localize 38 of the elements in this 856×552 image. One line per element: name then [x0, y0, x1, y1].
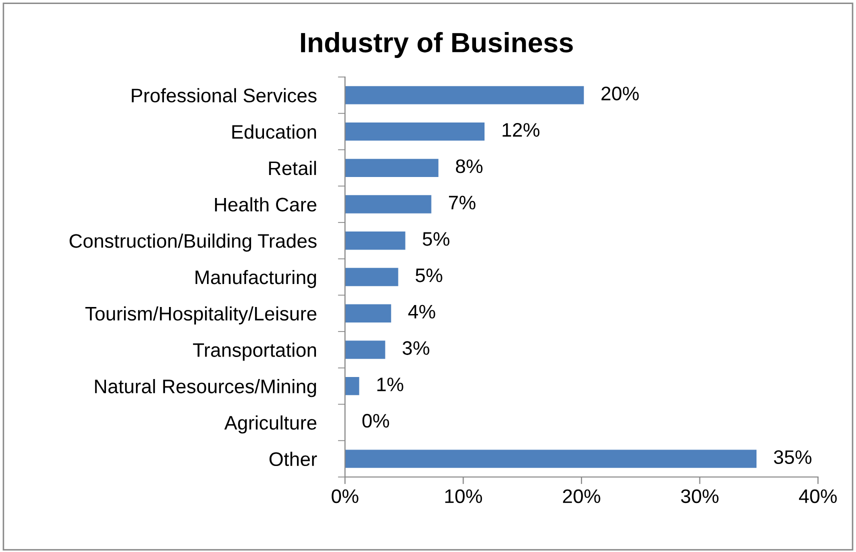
data-label: 5% [422, 232, 450, 246]
data-label: 4% [408, 304, 436, 319]
bar [345, 340, 386, 359]
bar [345, 268, 398, 286]
y-tick-label: Retail [269, 160, 316, 176]
data-label: 0% [362, 414, 390, 428]
y-tick-label: Other [270, 452, 317, 466]
bar [345, 122, 485, 141]
data-label: 1% [377, 378, 404, 392]
data-label: 35% [774, 450, 812, 464]
y-tick-label: Manufacturing [196, 270, 316, 288]
bar [345, 86, 584, 104]
data-label: 3% [402, 341, 430, 355]
chart-title: Industry of Business [301, 32, 573, 58]
data-label: 7% [448, 196, 476, 210]
y-tick-label: Education [232, 124, 316, 139]
y-tick-label: Natural Resources/Mining [95, 379, 316, 398]
bar [345, 377, 360, 396]
bar [345, 232, 406, 250]
x-tick-label: 10% [445, 489, 482, 504]
bar [345, 304, 392, 322]
y-tick-label: Tourism/Hospitality/Leisure [85, 306, 316, 324]
x-tick-label: 20% [563, 489, 600, 504]
y-tick-label: Transportation [193, 342, 316, 361]
y-tick-label: Health Care [215, 197, 316, 212]
y-tick-label: Agriculture [224, 415, 316, 434]
x-tick-label: 30% [681, 489, 719, 504]
x-tick-label: 40% [798, 489, 837, 504]
y-tick-label: Professional Services [132, 88, 317, 102]
y-tick-label: Construction/Building Trades [70, 234, 317, 252]
bar [345, 158, 438, 177]
data-label: 12% [502, 122, 540, 137]
data-label: 20% [602, 86, 639, 100]
data-label: 5% [416, 268, 442, 282]
data-label: 8% [456, 159, 482, 174]
bar [345, 450, 757, 468]
x-tick-label: 0% [332, 489, 358, 504]
bar [345, 195, 432, 214]
